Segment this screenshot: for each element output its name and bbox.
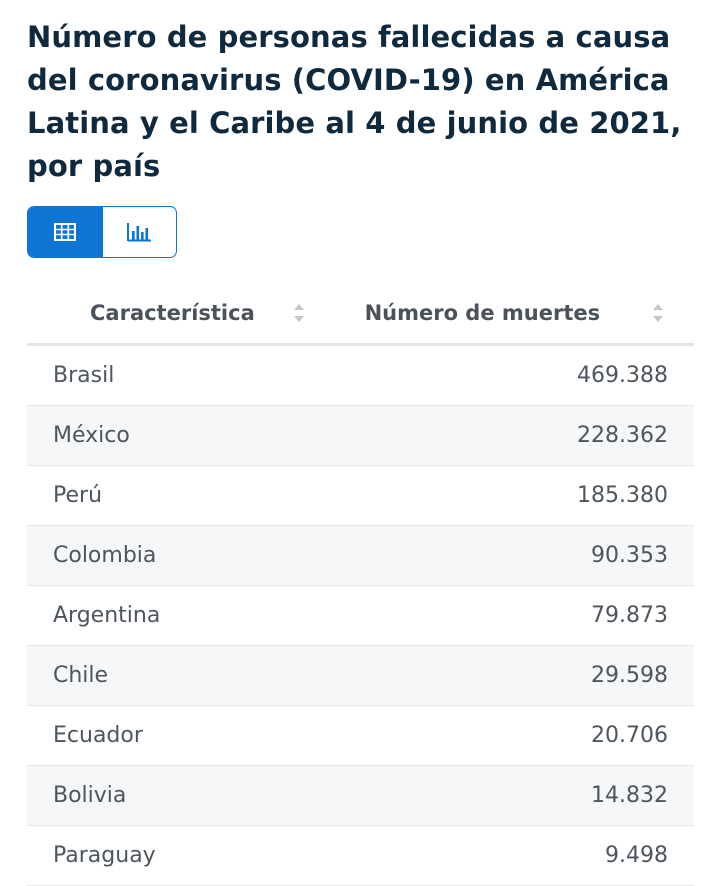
table-row: Perú 185.380 bbox=[27, 465, 694, 526]
data-table: Característica Número de muertes bbox=[27, 283, 694, 886]
column-header-characteristic[interactable]: Característica bbox=[27, 283, 330, 346]
deaths-cell: 79.873 bbox=[329, 585, 694, 646]
country-cell: México bbox=[27, 405, 330, 466]
table-icon bbox=[53, 223, 76, 241]
table-row: Ecuador 20.706 bbox=[27, 705, 694, 766]
country-cell: Colombia bbox=[27, 525, 330, 586]
chart-view-button[interactable] bbox=[101, 207, 177, 257]
sort-icon[interactable] bbox=[652, 302, 664, 324]
deaths-cell: 228.362 bbox=[329, 405, 694, 466]
table-header-row: Característica Número de muertes bbox=[27, 283, 694, 346]
country-cell: Perú bbox=[27, 465, 330, 526]
country-cell: Ecuador bbox=[27, 705, 330, 766]
sort-icon[interactable] bbox=[293, 302, 305, 324]
deaths-cell: 9.498 bbox=[329, 825, 694, 886]
country-cell: Bolivia bbox=[27, 765, 330, 826]
table-view-button[interactable] bbox=[28, 207, 102, 257]
table-row: Argentina 79.873 bbox=[27, 585, 694, 646]
view-toggle bbox=[27, 206, 177, 258]
bar-chart-icon bbox=[127, 223, 152, 242]
table-row: Chile 29.598 bbox=[27, 645, 694, 706]
table-row: Brasil 469.388 bbox=[27, 344, 694, 406]
deaths-cell: 29.598 bbox=[329, 645, 694, 706]
deaths-cell: 469.388 bbox=[329, 344, 694, 406]
country-cell: Paraguay bbox=[27, 825, 330, 886]
country-cell: Argentina bbox=[27, 585, 330, 646]
table-row: México 228.362 bbox=[27, 405, 694, 466]
deaths-cell: 185.380 bbox=[329, 465, 694, 526]
column-header-deaths[interactable]: Número de muertes bbox=[329, 283, 694, 346]
deaths-cell: 14.832 bbox=[329, 765, 694, 826]
deaths-cell: 20.706 bbox=[329, 705, 694, 766]
column-header-label: Característica bbox=[90, 301, 255, 325]
country-cell: Chile bbox=[27, 645, 330, 706]
table-row: Bolivia 14.832 bbox=[27, 765, 694, 826]
table-row: Paraguay 9.498 bbox=[27, 825, 694, 886]
table-row: Colombia 90.353 bbox=[27, 525, 694, 586]
country-cell: Brasil bbox=[27, 344, 330, 406]
page-title: Número de personas fallecidas a causa de… bbox=[27, 20, 682, 183]
deaths-cell: 90.353 bbox=[329, 525, 694, 586]
column-header-label: Número de muertes bbox=[364, 301, 601, 325]
